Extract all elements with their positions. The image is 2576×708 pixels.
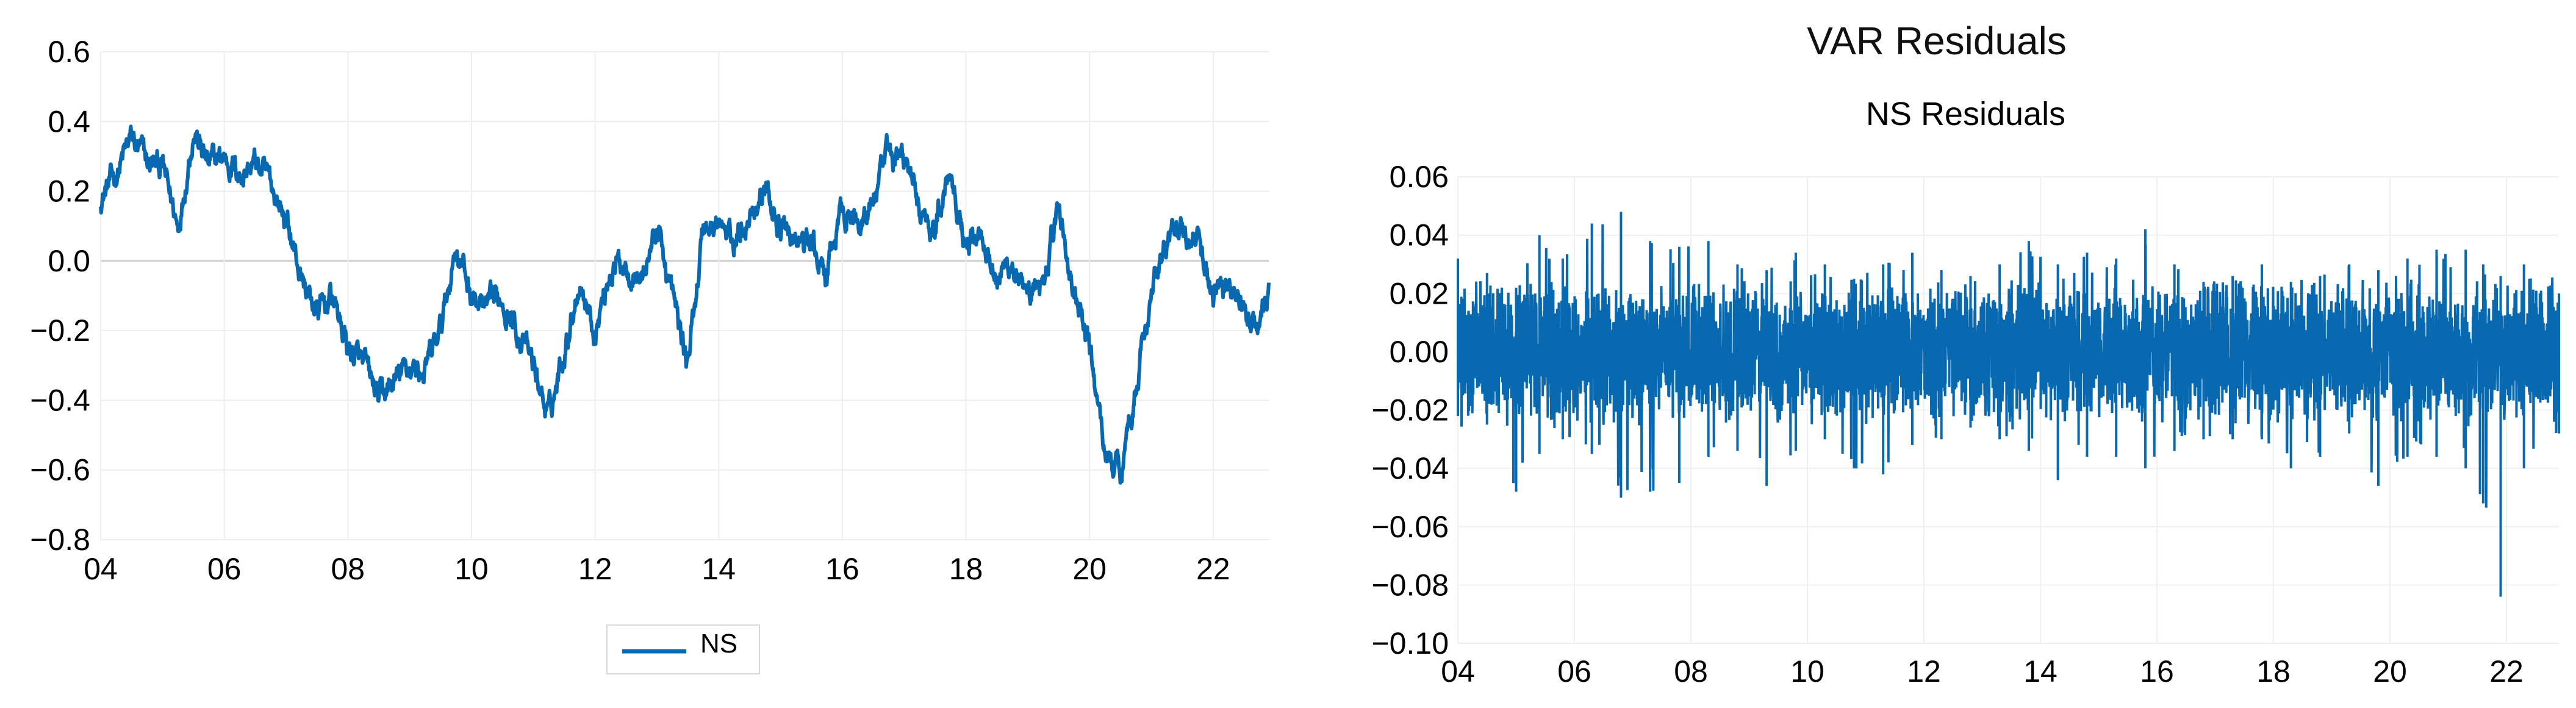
x-tick-label: 06 xyxy=(1557,654,1591,688)
y-tick-label: −0.04 xyxy=(1371,451,1449,485)
y-tick-label: −0.06 xyxy=(1371,510,1449,544)
x-tick-label: 06 xyxy=(207,552,242,586)
y-tick-label: 0.00 xyxy=(1390,335,1449,369)
y-tick-label: 0.6 xyxy=(48,35,90,69)
x-tick-label: 22 xyxy=(2489,654,2524,688)
x-tick-label: 22 xyxy=(1196,552,1230,586)
x-tick-label: 16 xyxy=(2140,654,2174,688)
residuals-series-line xyxy=(1457,224,2560,508)
y-tick-label: −0.4 xyxy=(30,383,90,417)
x-tick-label: 18 xyxy=(949,552,983,586)
x-tick-label: 10 xyxy=(454,552,489,586)
x-tick-label: 16 xyxy=(825,552,859,586)
chart-subtitle: NS Residuals xyxy=(1866,96,2065,132)
ns-residuals-chart: NS Residuals 0.06 0.04 0.02 0.00 −0.02 −0.04 −0… xyxy=(1371,96,2560,688)
figure-title: VAR Residuals xyxy=(1807,19,2067,63)
y-tick-label: −0.8 xyxy=(30,523,90,557)
residual-spikes xyxy=(1457,212,2560,597)
x-tick-label: 20 xyxy=(1072,552,1107,586)
y-tick-label: 0.0 xyxy=(48,244,90,278)
x-tick-label: 18 xyxy=(2256,654,2291,688)
ns-line-chart: 0.6 0.4 0.2 0.0 −0.2 −0.4 −0.6 −0.804 06 08 10 12 14… xyxy=(30,35,1271,674)
x-tick-label: 14 xyxy=(2023,654,2058,688)
x-tick-label: 04 xyxy=(1441,654,1475,688)
y-tick-label: 0.04 xyxy=(1390,218,1449,252)
legend-label: NS xyxy=(700,629,737,659)
x-tick-label: 20 xyxy=(2373,654,2407,688)
x-tick-label: 08 xyxy=(331,552,365,586)
ns-series-line xyxy=(99,124,1271,485)
x-tick-label: 10 xyxy=(1790,654,1824,688)
y-tick-label: 0.2 xyxy=(48,174,90,209)
gridlines xyxy=(100,51,1269,540)
x-tick-label: 04 xyxy=(84,552,118,586)
x-tick-label: 08 xyxy=(1674,654,1708,688)
legend: NS xyxy=(606,624,760,674)
x-tick-label: 14 xyxy=(701,552,736,586)
y-tick-label: −0.08 xyxy=(1371,568,1449,602)
x-tick-label: 12 xyxy=(578,552,612,586)
y-tick-label: −0.2 xyxy=(30,313,90,348)
x-tick-label: 12 xyxy=(1907,654,1941,688)
y-tick-label: −0.02 xyxy=(1371,393,1449,427)
y-tick-label: −0.10 xyxy=(1371,626,1449,660)
y-tick-label: 0.02 xyxy=(1390,276,1449,310)
y-tick-label: −0.6 xyxy=(30,453,90,487)
y-tick-label: 0.06 xyxy=(1390,160,1449,194)
y-tick-label: 0.4 xyxy=(48,104,90,138)
